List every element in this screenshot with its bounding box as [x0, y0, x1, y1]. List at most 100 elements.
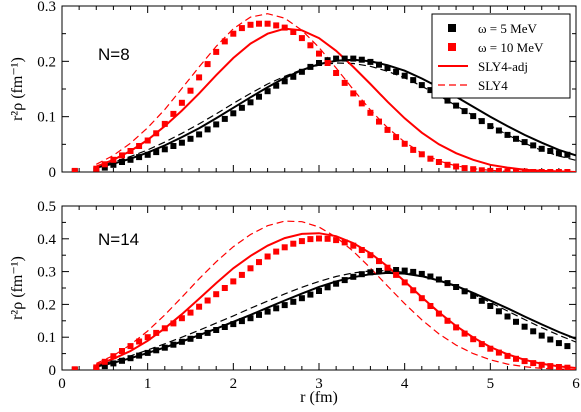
black-data-point — [401, 267, 408, 274]
black-data-point — [530, 142, 537, 149]
red-data-point — [376, 258, 382, 265]
black-data-point — [333, 280, 340, 287]
black-data-point — [204, 126, 211, 133]
red-data-point — [144, 334, 151, 341]
red-data-point — [110, 156, 117, 163]
black-data-point — [307, 63, 314, 70]
red-data-point — [461, 330, 468, 337]
red-data-point — [230, 30, 237, 37]
black-data-point — [453, 102, 460, 109]
red-data-point — [144, 137, 151, 144]
red-data-point — [256, 20, 262, 27]
red-data-point — [495, 349, 502, 356]
black-data-point — [358, 271, 365, 278]
black-data-point — [290, 73, 297, 80]
black-data-point — [487, 303, 494, 309]
red-data-point — [341, 79, 348, 86]
y-tick-label: 0.2 — [37, 54, 56, 70]
black-data-point — [247, 99, 254, 106]
red-data-point — [204, 61, 211, 68]
black-data-point — [530, 328, 537, 335]
red-data-point — [350, 242, 357, 249]
black-data-point — [247, 315, 254, 322]
y-axis-label: r²ρ (fm⁻¹) — [9, 57, 26, 121]
black-data-point — [564, 151, 571, 158]
red-data-point — [564, 169, 571, 172]
red-data-point — [281, 24, 288, 31]
black-data-point — [538, 145, 545, 152]
black-data-point — [350, 273, 357, 280]
red-data-point — [461, 165, 468, 172]
y-tick-label: 0.1 — [37, 110, 56, 126]
red-data-point — [418, 151, 425, 158]
red-data-point — [530, 169, 537, 172]
red-data-point — [213, 48, 220, 55]
red-data-point — [487, 345, 494, 352]
black-data-point — [153, 149, 160, 156]
y-tick-label: 0.1 — [37, 330, 56, 346]
red-data-point — [170, 110, 177, 117]
red-data-point — [350, 90, 357, 97]
red-data-point — [264, 253, 271, 260]
red-data-point — [119, 348, 125, 354]
red-data-point — [264, 20, 271, 27]
black-data-point — [170, 143, 177, 149]
red-data-point — [341, 239, 348, 246]
red-data-point — [290, 29, 297, 35]
red-data-point — [367, 252, 374, 259]
red-data-point — [401, 279, 408, 286]
red-data-point — [410, 287, 417, 294]
black-data-point — [290, 298, 297, 305]
red-data-point — [110, 353, 117, 360]
legend-label: SLY4 — [478, 78, 508, 93]
red-data-point — [204, 297, 211, 304]
red-data-point — [324, 235, 331, 242]
black-data-point — [161, 344, 168, 351]
red-data-point — [101, 358, 108, 365]
black-data-point — [418, 82, 425, 89]
black-data-point — [170, 341, 177, 348]
black-data-point — [136, 352, 143, 359]
black-data-point — [478, 118, 485, 125]
red-data-point — [281, 244, 288, 251]
black-data-point — [444, 280, 451, 287]
red-data-point — [101, 161, 108, 168]
red-data-point — [418, 295, 425, 302]
y-tick-label: 0 — [49, 363, 57, 379]
red-data-point — [307, 42, 314, 49]
black-data-point — [144, 151, 151, 158]
red-data-point — [136, 338, 143, 345]
red-data-point — [187, 309, 194, 316]
black-data-point — [256, 311, 262, 318]
red-data-point — [178, 99, 185, 106]
red-data-point — [513, 355, 519, 362]
black-data-point — [316, 288, 322, 294]
red-data-point — [393, 134, 400, 141]
black-data-point — [136, 154, 143, 161]
x-tick-label: 6 — [572, 376, 580, 392]
red-data-point — [247, 265, 254, 272]
red-data-point — [478, 341, 485, 348]
red-data-point — [213, 291, 220, 298]
legend-marker — [448, 43, 456, 51]
red-data-point — [298, 238, 305, 245]
black-data-point — [495, 127, 502, 134]
legend: ω = 5 MeV ω = 10 MeV SLY4-adj SLY4 — [431, 13, 571, 99]
black-data-point — [161, 146, 168, 153]
black-data-point — [435, 276, 442, 283]
black-data-point — [273, 82, 280, 89]
black-data-point — [196, 332, 203, 339]
black-data-point — [487, 123, 494, 130]
y-tick-label: 0.2 — [37, 297, 56, 313]
black-data-point — [393, 267, 400, 273]
black-data-point — [555, 340, 562, 347]
black-data-point — [341, 277, 348, 284]
black-data-point — [230, 110, 237, 117]
panel-1: 0 0.1 0.2 0.3 r²ρ (fm⁻¹) N=8 ω = 5 MeV ω = 10 M… — [9, 0, 577, 181]
black-data-point — [204, 329, 211, 336]
red-data-point — [487, 167, 494, 172]
black-data-point — [341, 55, 348, 62]
black-data-point — [238, 104, 245, 111]
red-data-point — [521, 358, 528, 365]
black-data-point — [264, 88, 271, 95]
